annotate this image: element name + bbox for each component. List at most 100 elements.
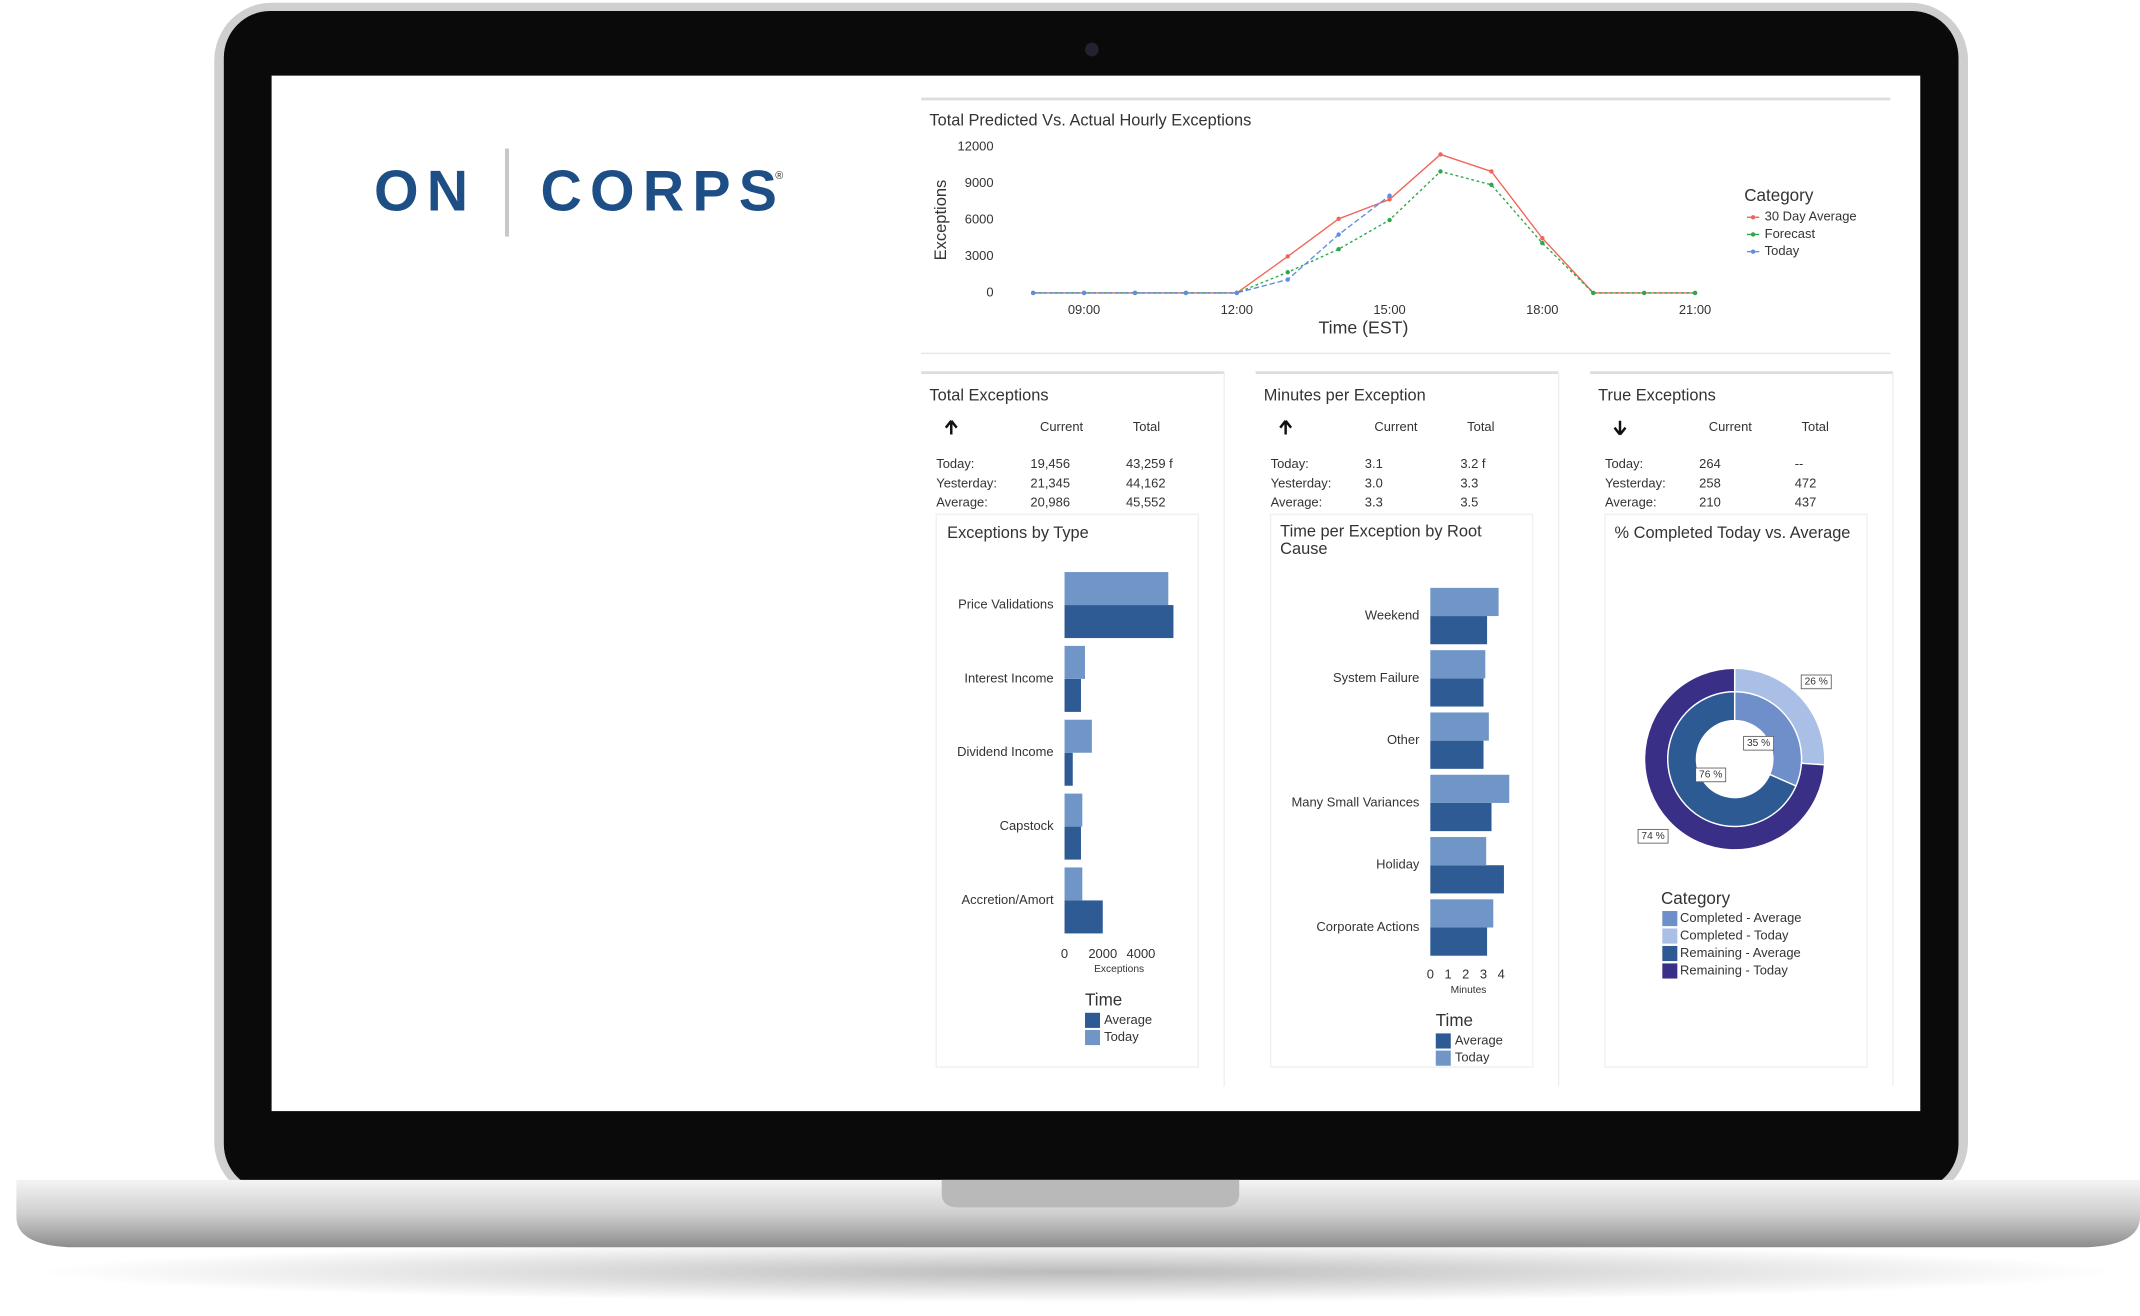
table-cell: 45,552 bbox=[1126, 495, 1166, 510]
legend-label: Average bbox=[1455, 1032, 1503, 1047]
category-label: Other bbox=[1387, 732, 1420, 747]
legend-label: 30 Day Average bbox=[1765, 209, 1857, 224]
point bbox=[1030, 290, 1036, 296]
point bbox=[1132, 290, 1138, 296]
bar bbox=[1064, 793, 1083, 827]
point bbox=[1387, 193, 1392, 198]
bar bbox=[1064, 678, 1081, 712]
chart-title: Time per Exception by Root Cause bbox=[1280, 522, 1482, 559]
legend-swatch bbox=[1435, 1050, 1451, 1066]
bar bbox=[1430, 678, 1484, 707]
point bbox=[1336, 232, 1341, 237]
trend-arrow bbox=[944, 420, 958, 435]
point bbox=[1387, 197, 1392, 202]
point bbox=[1285, 277, 1290, 282]
chart-card bbox=[935, 513, 1199, 1068]
x-tick-label: 1 bbox=[1444, 966, 1451, 981]
table-cell: 3.2 f bbox=[1460, 456, 1486, 471]
point bbox=[1438, 169, 1443, 174]
x-tick-label: 12:00 bbox=[1221, 302, 1253, 317]
logo-mark: ® bbox=[775, 170, 783, 182]
table-cell: 3.5 bbox=[1460, 495, 1478, 510]
series-line bbox=[1033, 195, 1390, 294]
legend-swatch bbox=[1750, 232, 1756, 237]
point bbox=[1081, 290, 1087, 296]
value-label-box bbox=[1637, 828, 1669, 844]
table-cell: 20,986 bbox=[1030, 495, 1070, 510]
bar bbox=[1064, 719, 1092, 753]
x-tick-label: 2 bbox=[1462, 966, 1469, 981]
category-label: Corporate Actions bbox=[1316, 919, 1419, 934]
value-label-box bbox=[1743, 735, 1775, 751]
bar bbox=[1064, 645, 1085, 679]
table-cell: 472 bbox=[1795, 475, 1817, 490]
category-label: System Failure bbox=[1333, 670, 1419, 685]
chart-card bbox=[1269, 513, 1534, 1068]
bar bbox=[1430, 802, 1492, 832]
table-cell: Yesterday: bbox=[936, 475, 997, 490]
legend-label: Today bbox=[1455, 1050, 1490, 1065]
table-cell: 437 bbox=[1795, 495, 1817, 510]
category-label: Many Small Variances bbox=[1291, 794, 1419, 809]
point bbox=[1387, 217, 1392, 223]
table-cell: 3.3 bbox=[1365, 495, 1383, 510]
bar bbox=[1430, 774, 1510, 803]
logo-left: ON bbox=[374, 159, 476, 223]
bar bbox=[1064, 752, 1073, 786]
legend-label: Today bbox=[1104, 1029, 1139, 1044]
x-axis-label: Exceptions bbox=[1094, 964, 1144, 975]
y-tick-label: 9000 bbox=[965, 175, 994, 190]
category-label: Holiday bbox=[1376, 857, 1420, 872]
bar bbox=[1064, 867, 1083, 901]
point bbox=[1489, 169, 1494, 174]
logo-divider bbox=[504, 148, 510, 237]
x-tick-label: 09:00 bbox=[1068, 302, 1100, 317]
panel-title: True Exceptions bbox=[1598, 386, 1716, 404]
trend-arrow bbox=[1613, 420, 1627, 436]
table-cell: Yesterday: bbox=[1271, 475, 1332, 490]
x-tick-label: 2000 bbox=[1088, 946, 1117, 961]
table-cell: 43,259 f bbox=[1126, 456, 1173, 471]
bar bbox=[1430, 837, 1487, 866]
point bbox=[1489, 182, 1494, 187]
column-header: Total bbox=[1467, 419, 1494, 434]
table-cell: 264 bbox=[1699, 456, 1721, 471]
bar bbox=[1430, 899, 1494, 928]
legend-label: Forecast bbox=[1765, 226, 1816, 241]
chart-title: % Completed Today vs. Average bbox=[1615, 524, 1851, 542]
value-label-box bbox=[1695, 767, 1727, 783]
legend-label: Completed - Average bbox=[1680, 910, 1801, 925]
category-label: Weekend bbox=[1365, 607, 1419, 622]
x-tick-label: 4000 bbox=[1127, 946, 1156, 961]
point bbox=[1641, 290, 1647, 296]
y-tick-label: 12000 bbox=[958, 139, 994, 154]
table-cell: Today: bbox=[936, 456, 974, 471]
x-tick-label: 0 bbox=[1061, 946, 1068, 961]
category-label: Capstock bbox=[1000, 818, 1054, 833]
chart-title-box: Time per Exception by Root Cause bbox=[1280, 522, 1482, 559]
y-tick-label: 3000 bbox=[965, 248, 994, 263]
value-label: 74 % bbox=[1641, 831, 1664, 842]
column-header: Total bbox=[1802, 419, 1829, 434]
x-tick-label: 15:00 bbox=[1373, 302, 1405, 317]
bar bbox=[1430, 650, 1486, 679]
legend-swatch bbox=[1662, 945, 1678, 962]
y-tick-label: 0 bbox=[986, 284, 993, 299]
bar bbox=[1430, 740, 1484, 769]
legend-label: Remaining - Today bbox=[1680, 962, 1788, 977]
legend-label: Completed - Today bbox=[1680, 927, 1789, 942]
point bbox=[1540, 236, 1545, 241]
donut-segment bbox=[1667, 691, 1797, 828]
shadow bbox=[40, 1241, 2116, 1303]
column-header: Current bbox=[1040, 419, 1084, 434]
bar bbox=[1064, 826, 1081, 860]
point bbox=[1234, 290, 1240, 296]
point bbox=[1285, 270, 1290, 275]
legend-label: Remaining - Average bbox=[1680, 945, 1801, 960]
table-cell: 3.3 bbox=[1460, 475, 1478, 490]
value-label: 76 % bbox=[1699, 770, 1722, 781]
bar bbox=[1430, 587, 1499, 617]
column-header: Total bbox=[1133, 419, 1160, 434]
logo: ON CORPS ® bbox=[374, 148, 783, 237]
category-label: Dividend Income bbox=[957, 744, 1053, 759]
